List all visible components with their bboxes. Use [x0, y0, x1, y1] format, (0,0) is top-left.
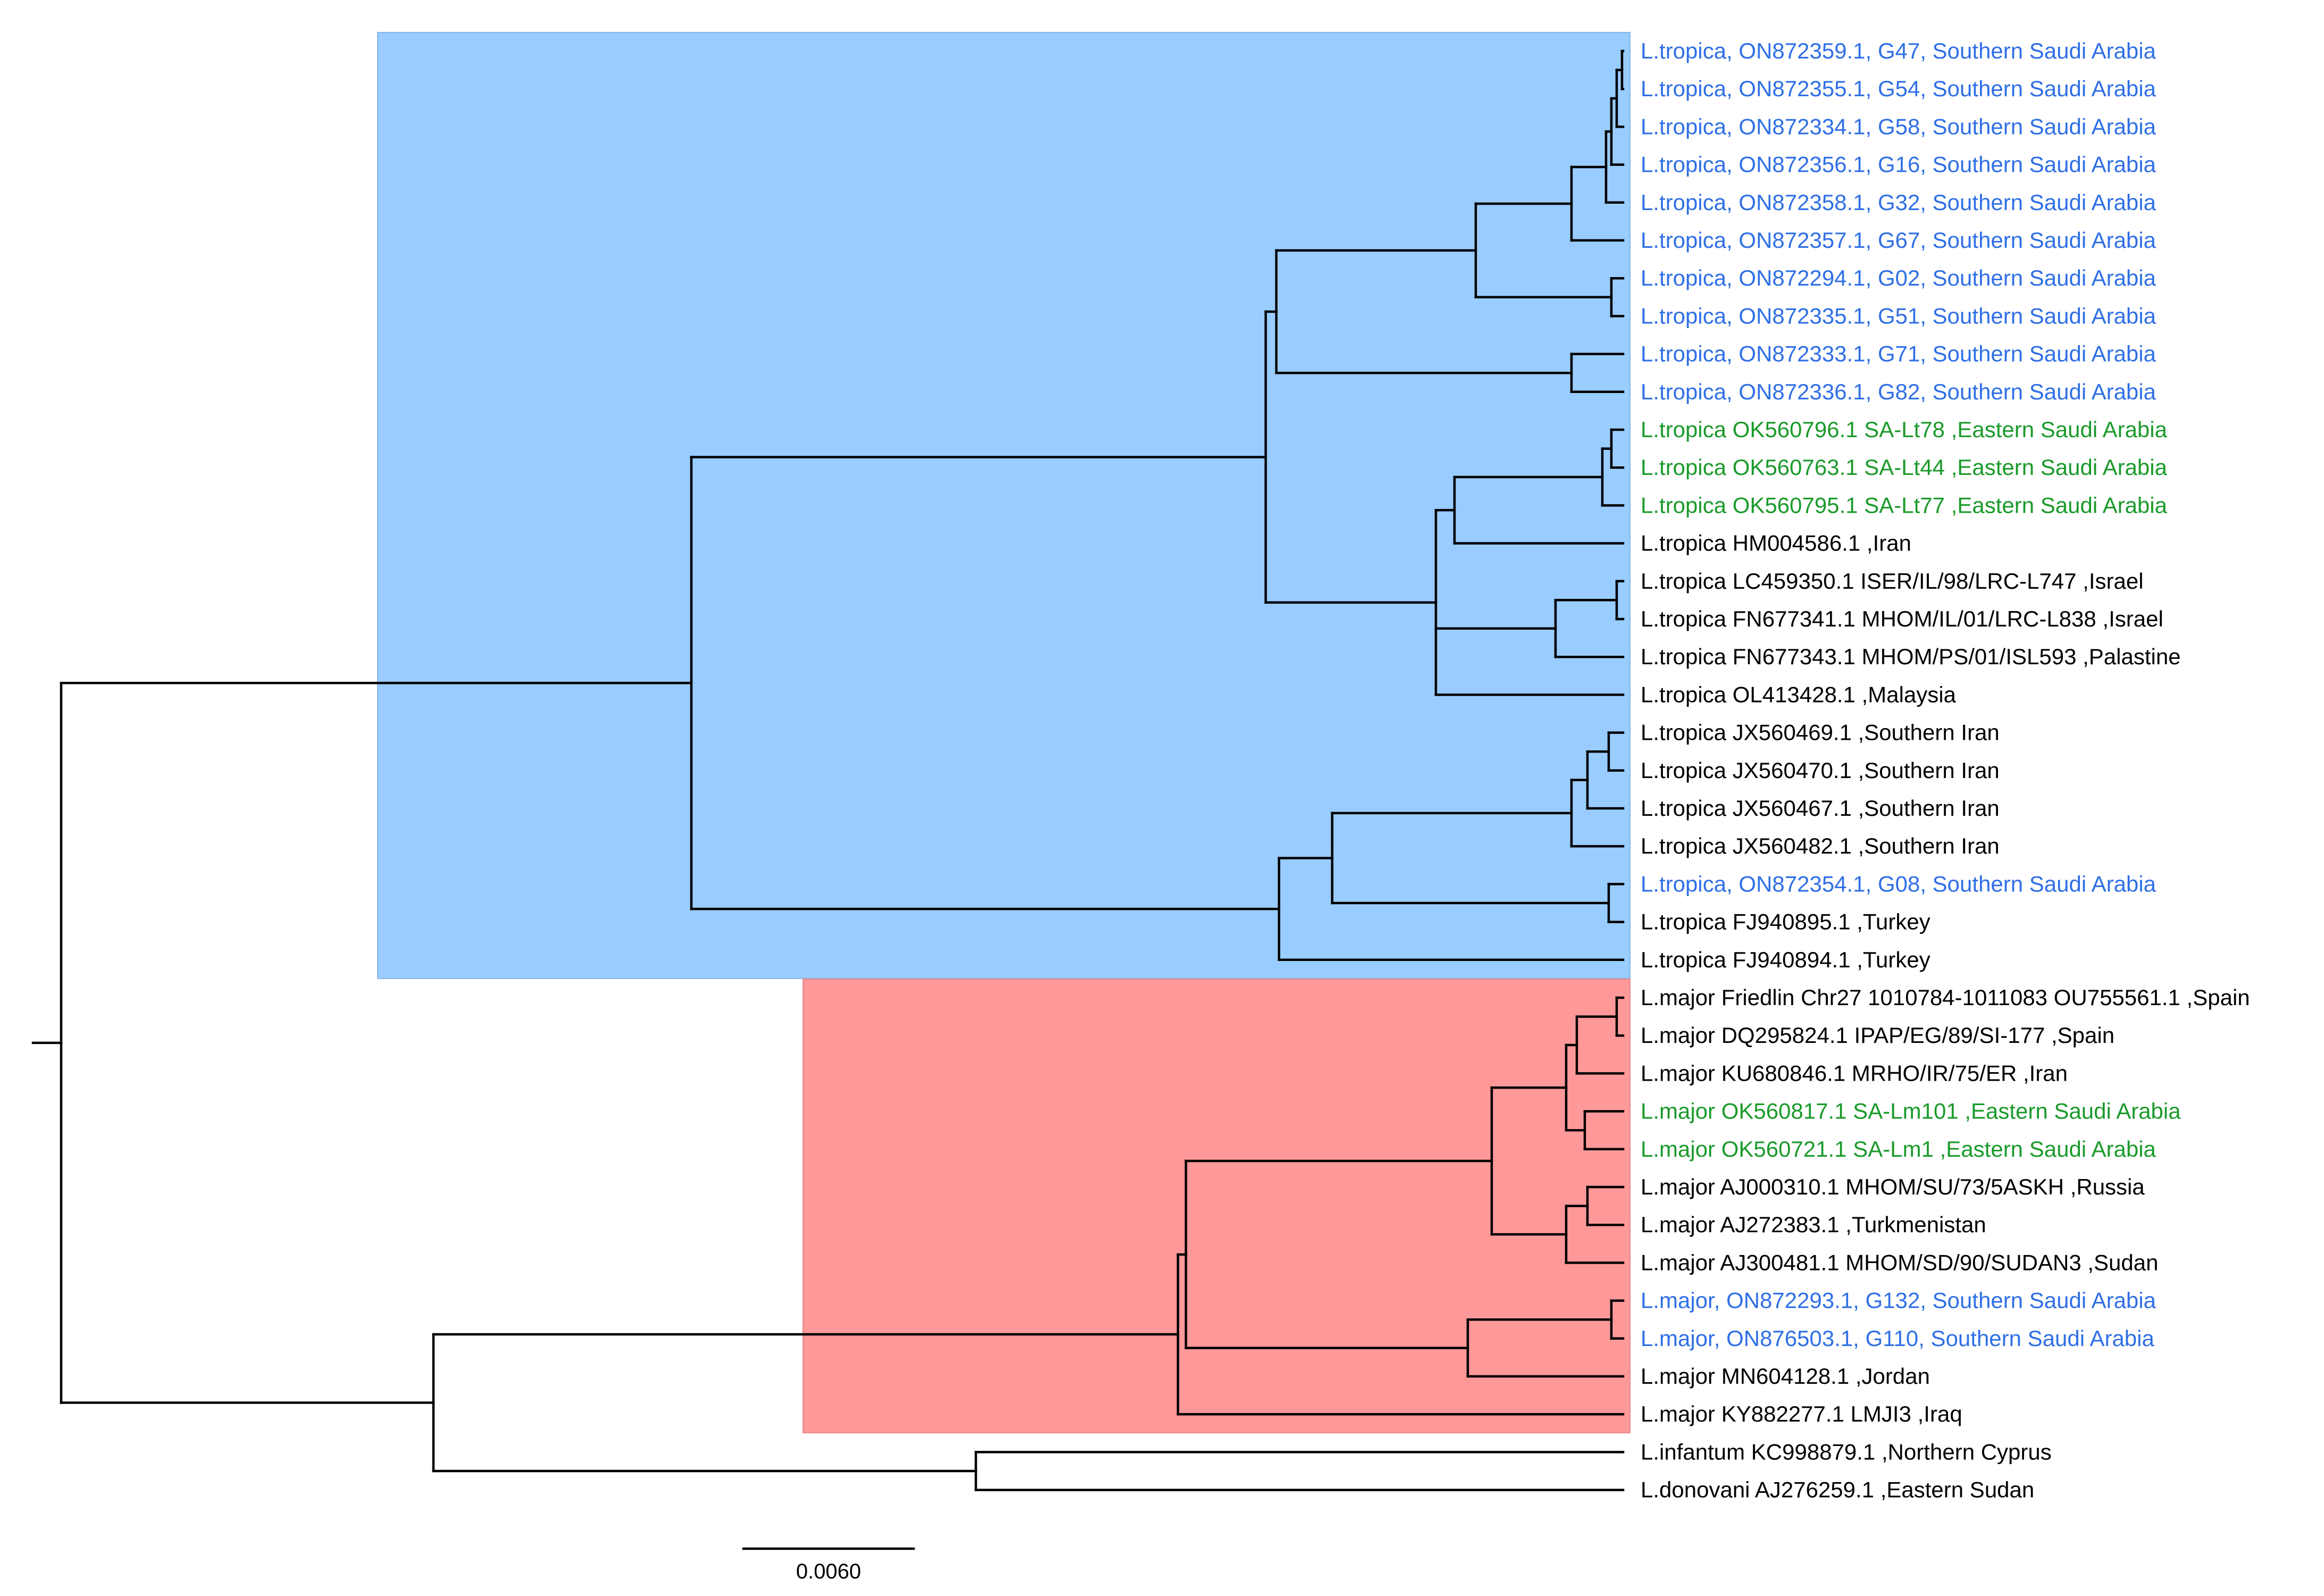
- leaf-label: L.major, ON872293.1, G132, Southern Saud…: [1641, 1288, 2156, 1313]
- leaf-label: L.major KY882277.1 LMJI3 ,Iraq: [1641, 1401, 1962, 1426]
- leaf-label: L.tropica FN677341.1 MHOM/IL/01/LRC-L838…: [1641, 606, 2163, 631]
- leaf-label: L.tropica, ON872357.1, G67, Southern Sau…: [1641, 228, 2156, 253]
- leaf-label: L.tropica, ON872334.1, G58, Southern Sau…: [1641, 114, 2156, 139]
- leaf-label: L.tropica OL413428.1 ,Malaysia: [1641, 682, 1957, 707]
- leaf-label: L.tropica JX560482.1 ,Southern Iran: [1641, 833, 2000, 858]
- leaf-label: L.tropica, ON872294.1, G02, Southern Sau…: [1641, 265, 2156, 290]
- leaf-label: L.major KU680846.1 MRHO/IR/75/ER ,Iran: [1641, 1060, 2068, 1085]
- leaf-label: L.tropica JX560469.1 ,Southern Iran: [1641, 720, 2000, 745]
- leaf-labels: L.tropica, ON872359.1, G47, Southern Sau…: [1641, 38, 2250, 1502]
- major-clade-box: [802, 979, 1631, 1434]
- leaf-label: L.major AJ000310.1 MHOM/SU/73/5ASKH ,Rus…: [1641, 1174, 2145, 1199]
- leaf-label: L.tropica JX560470.1 ,Southern Iran: [1641, 758, 2000, 783]
- leaf-label: L.major DQ295824.1 IPAP/EG/89/SI-177 ,Sp…: [1641, 1023, 2114, 1048]
- clade-highlight-boxes: [377, 32, 1631, 1434]
- leaf-label: L.major MN604128.1 ,Jordan: [1641, 1364, 1930, 1389]
- leaf-label: L.tropica, ON872333.1, G71, Southern Sau…: [1641, 341, 2156, 366]
- leaf-label: L.tropica OK560795.1 SA-Lt77 ,Eastern Sa…: [1641, 492, 2168, 517]
- tropica-clade-box: [377, 32, 1631, 979]
- leaf-label: L.major AJ272383.1 ,Turkmenistan: [1641, 1212, 1986, 1237]
- leaf-label: L.donovani AJ276259.1 ,Eastern Sudan: [1641, 1477, 2034, 1502]
- leaf-label: L.tropica LC459350.1 ISER/IL/98/LRC-L747…: [1641, 569, 2144, 594]
- leaf-label: L.tropica, ON872356.1, G16, Southern Sau…: [1641, 152, 2156, 177]
- leaf-label: L.tropica, ON872354.1, G08, Southern Sau…: [1641, 871, 2156, 896]
- leaf-label: L.tropica JX560467.1 ,Southern Iran: [1641, 796, 2000, 821]
- leaf-label: L.tropica OK560796.1 SA-Lt78 ,Eastern Sa…: [1641, 417, 2168, 442]
- leaf-label: L.tropica HM004586.1 ,Iran: [1641, 531, 1911, 556]
- leaf-label: L.tropica, ON872336.1, G82, Southern Sau…: [1641, 379, 2156, 404]
- leaf-label: L.major AJ300481.1 MHOM/SD/90/SUDAN3 ,Su…: [1641, 1250, 2158, 1275]
- tree-branches: [31, 49, 1625, 1491]
- leaf-label: L.major Friedlin Chr27 1010784-1011083 O…: [1641, 985, 2250, 1010]
- leaf-label: L.major OK560721.1 SA-Lm1 ,Eastern Saudi…: [1641, 1137, 2156, 1162]
- leaf-label: L.tropica FJ940894.1 ,Turkey: [1641, 947, 1930, 972]
- leaf-label: L.tropica, ON872335.1, G51, Southern Sau…: [1641, 303, 2156, 328]
- leaf-label: L.tropica FN677343.1 MHOM/PS/01/ISL593 ,…: [1641, 644, 2181, 669]
- scale-bar: 0.0060: [742, 1547, 915, 1583]
- leaf-label: L.tropica, ON872359.1, G47, Southern Sau…: [1641, 38, 2156, 63]
- leaf-label: L.tropica, ON872358.1, G32, Southern Sau…: [1641, 190, 2156, 215]
- leaf-label: L.infantum KC998879.1 ,Northern Cyprus: [1641, 1439, 2052, 1464]
- leaf-label: L.tropica FJ940895.1 ,Turkey: [1641, 909, 1930, 934]
- leaf-label: L.tropica OK560763.1 SA-Lt44 ,Eastern Sa…: [1641, 455, 2168, 480]
- leaf-label: L.tropica, ON872355.1, G54, Southern Sau…: [1641, 76, 2156, 101]
- scale-bar-label: 0.0060: [796, 1560, 861, 1583]
- leaf-label: L.major, ON876503.1, G110, Southern Saud…: [1641, 1326, 2154, 1351]
- leaf-label: L.major OK560817.1 SA-Lm101 ,Eastern Sau…: [1641, 1099, 2181, 1124]
